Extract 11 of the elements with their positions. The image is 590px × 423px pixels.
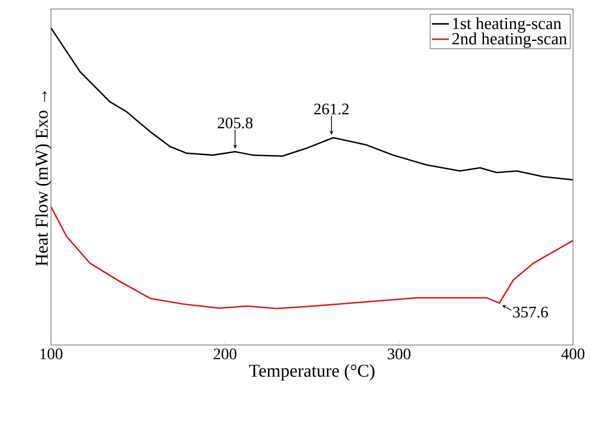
x-tick-label: 200 [214,348,236,360]
x-tick-label: 100 [40,348,62,360]
x-tick-label: 300 [388,348,410,360]
x-tick-label: 400 [561,348,584,360]
legend-label: 2nd heating-scan [452,32,567,48]
annotation: 357.6 [513,306,548,318]
annotation: 205.8 [218,118,252,128]
y-axis-title: Heat Flow (mW) Exo → [35,91,52,266]
annotation: 261.2 [314,104,349,114]
legend-label: 1st heating-scan [453,17,562,33]
x-axis-title: Temperature (°C) [249,364,374,380]
